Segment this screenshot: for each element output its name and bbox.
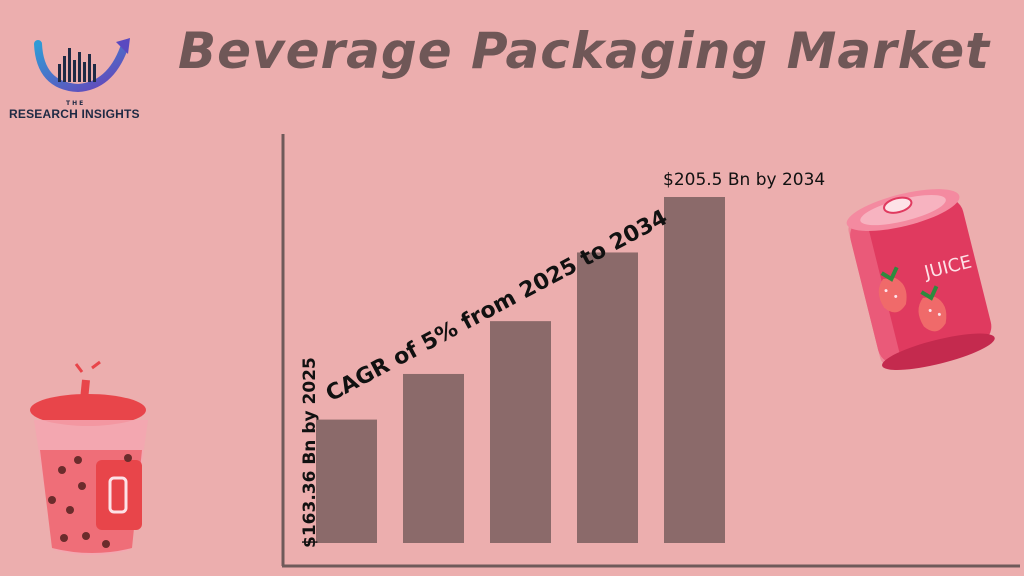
bar-2: [403, 373, 464, 543]
page-title: Beverage Packaging Market: [178, 22, 991, 80]
research-insights-logo: [34, 38, 130, 93]
bubble-tea-cup-icon: [30, 360, 148, 555]
juice-can-icon: JUICE: [846, 189, 995, 370]
end-value-label: $205.5 Bn by 2034: [663, 170, 826, 190]
bar-4: [577, 252, 638, 544]
logo-text-name: RESEARCH INSIGHTS: [9, 107, 140, 121]
start-value-label: $163.36 Bn by 2025: [300, 357, 320, 548]
bar-3: [490, 321, 551, 543]
bar-5: [664, 197, 725, 543]
bar-1: [316, 419, 377, 543]
logo-text-the: THE: [66, 100, 86, 107]
